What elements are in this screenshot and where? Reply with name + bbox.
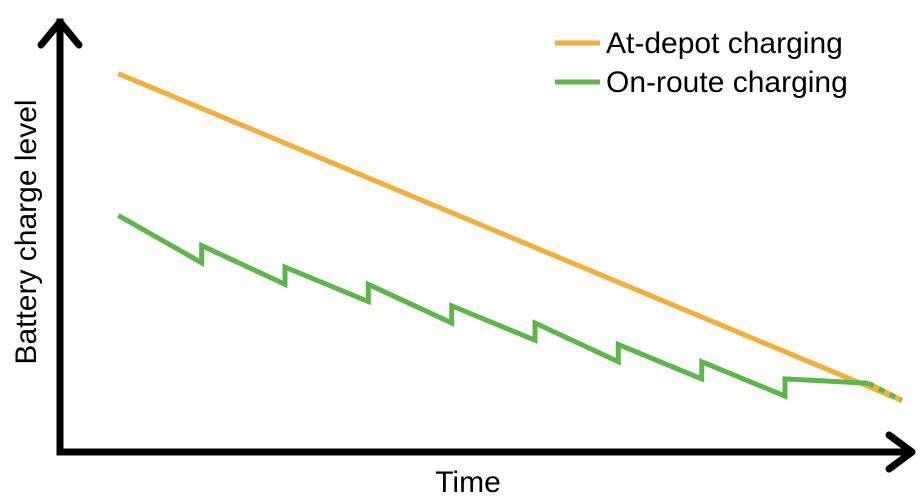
axes: [37, 18, 916, 473]
series-line-1: [117, 213, 869, 400]
y-axis-label: Battery charge level: [10, 99, 43, 364]
series-tail-base-1: [867, 380, 903, 403]
legend: At-depot charging On-route charging: [555, 27, 848, 99]
y-axis-arrowhead: [37, 18, 83, 49]
series-line-0: [117, 71, 903, 403]
legend-label-at-depot: At-depot charging: [606, 27, 843, 60]
legend-label-on-route: On-route charging: [606, 66, 848, 99]
x-axis-label: Time: [435, 466, 501, 499]
series-layer: [117, 71, 903, 403]
x-axis-arrowhead: [885, 431, 916, 473]
